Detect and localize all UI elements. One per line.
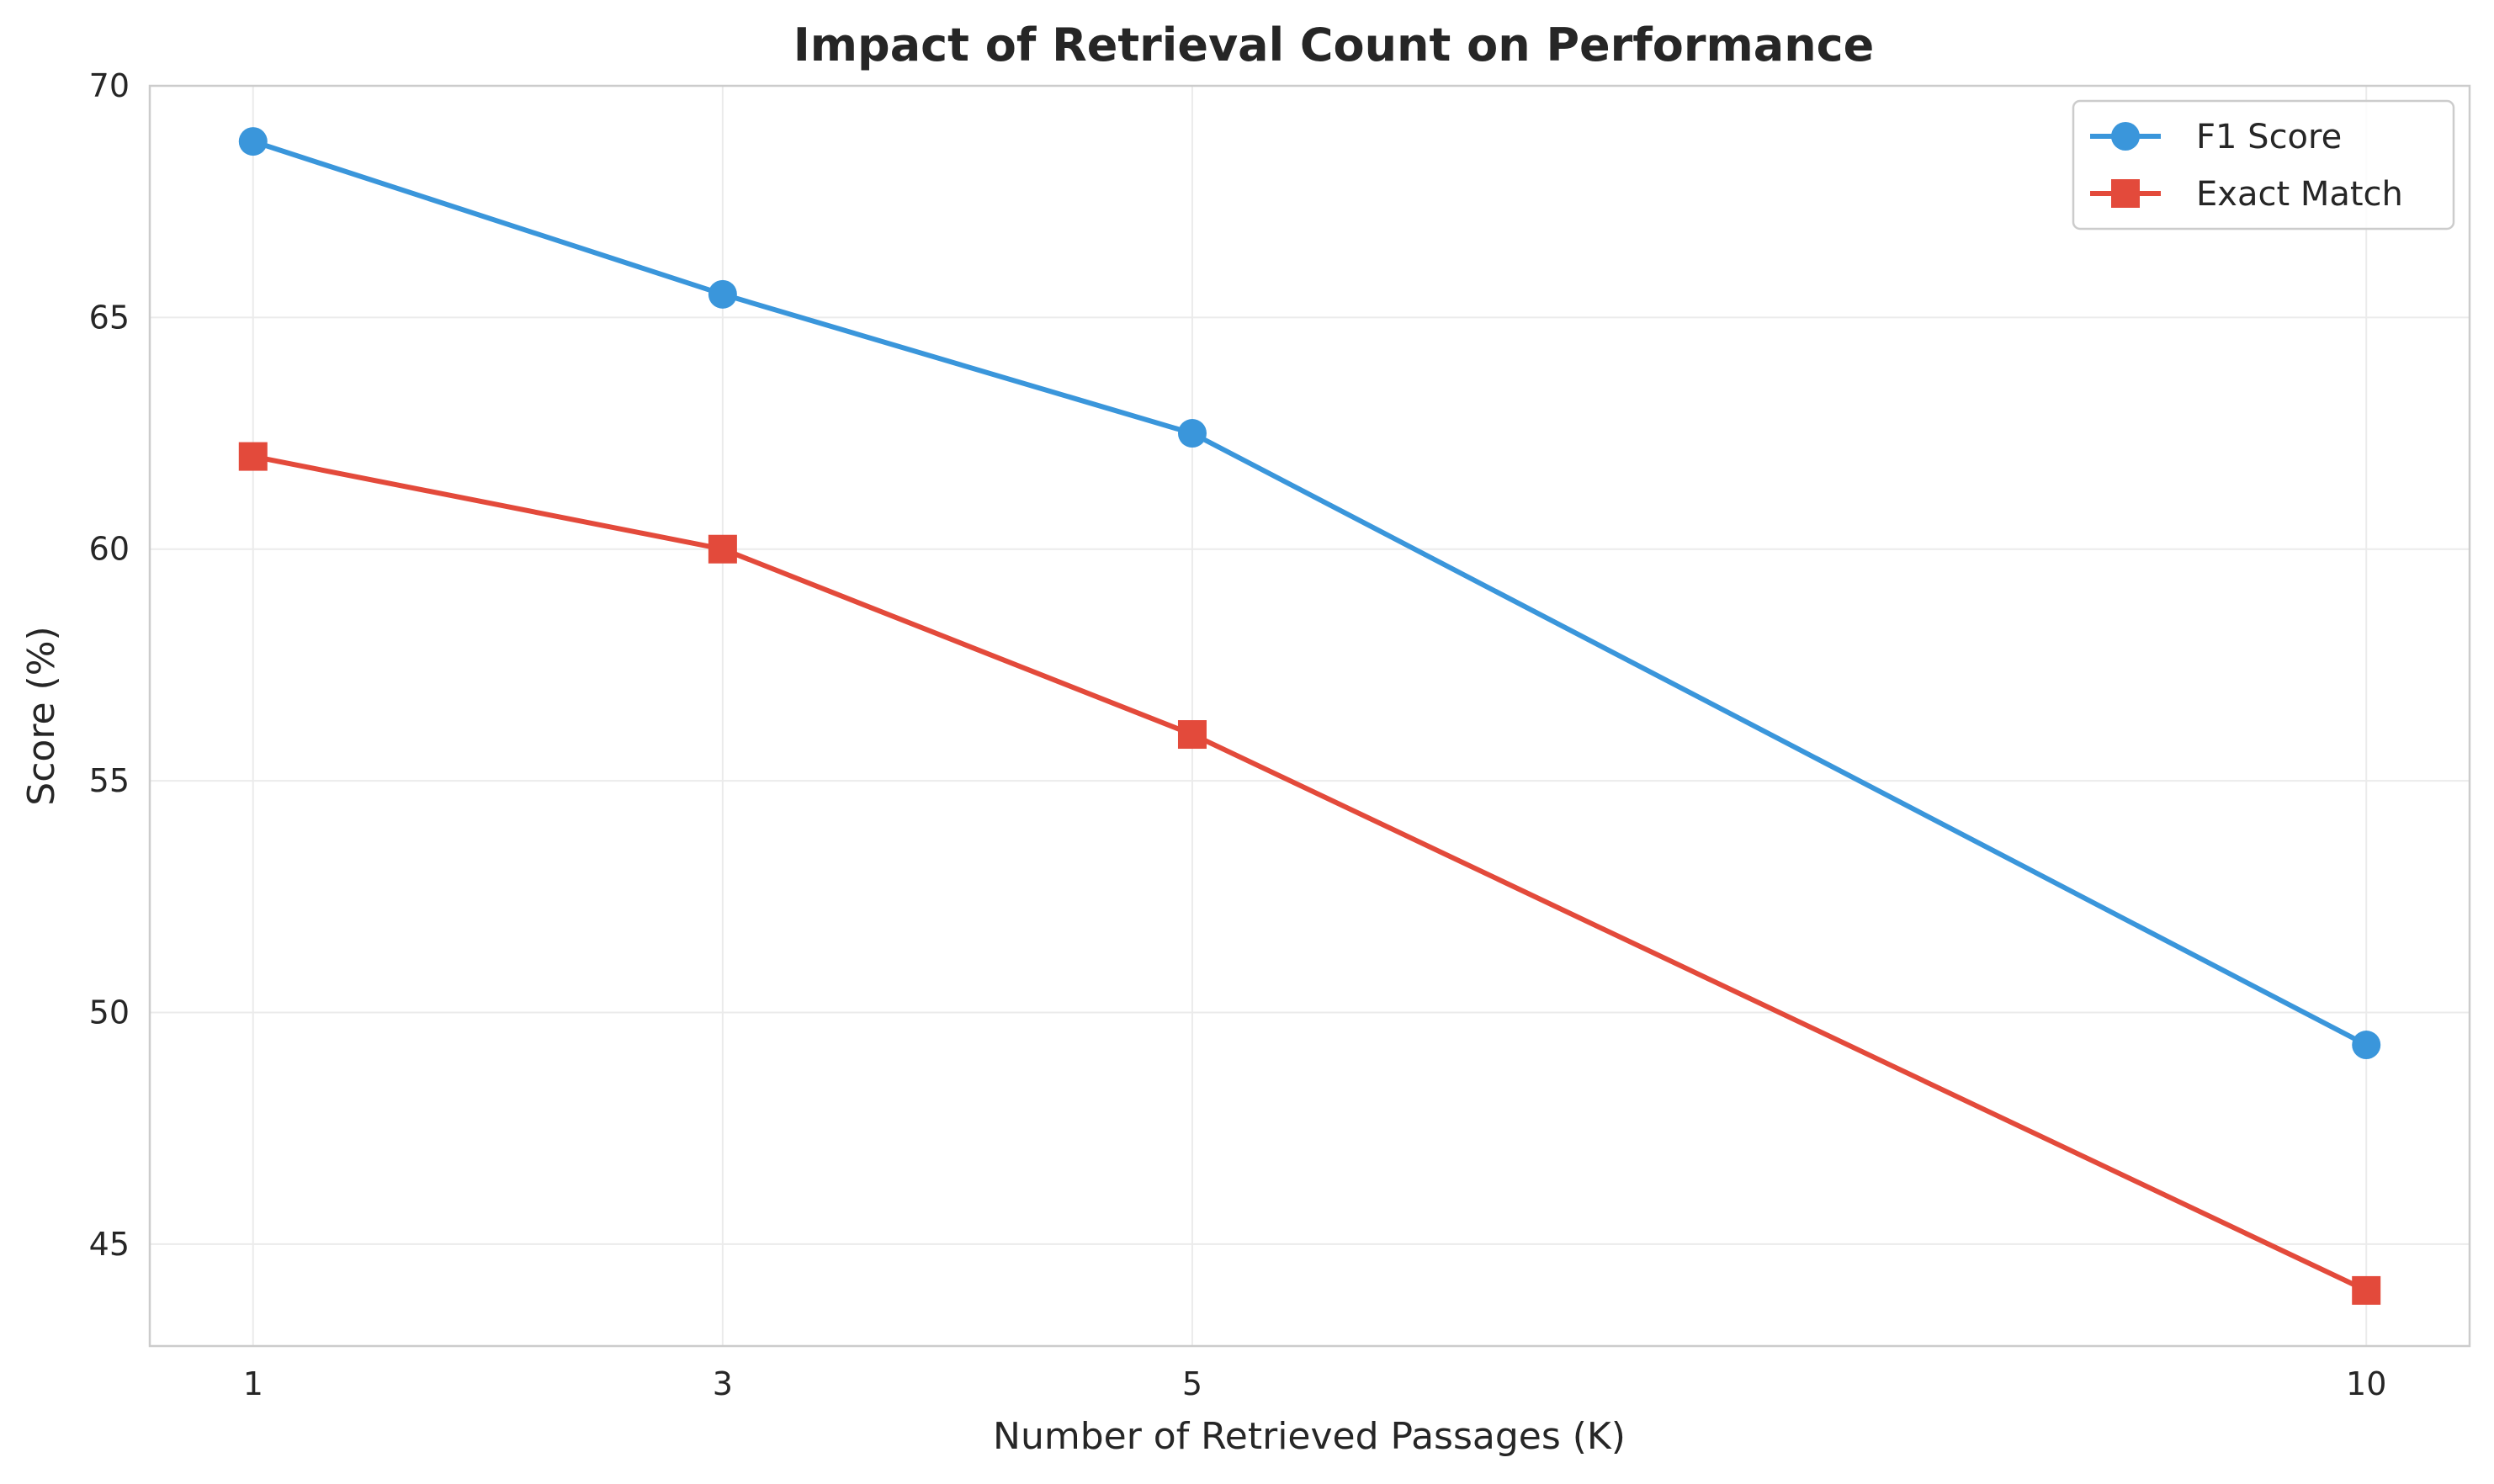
x-tick-label: 1 bbox=[243, 1365, 263, 1402]
series-line bbox=[252, 139, 2368, 1047]
series-f1-score bbox=[238, 127, 2381, 1060]
y-tick-label: 50 bbox=[89, 994, 130, 1031]
data-point bbox=[2352, 1031, 2381, 1060]
series-layer bbox=[238, 127, 2381, 1305]
legend-entry: F1 Score bbox=[2090, 118, 2342, 156]
data-point bbox=[708, 279, 737, 309]
series-exact-match bbox=[238, 442, 2381, 1305]
data-point bbox=[1177, 419, 1207, 448]
y-tick-label: 55 bbox=[89, 762, 130, 799]
data-point bbox=[2352, 1275, 2381, 1305]
y-tick-label: 45 bbox=[89, 1226, 130, 1263]
ticks: 1 3 5 10 45 50 55 60 65 70 bbox=[89, 67, 2387, 1402]
y-axis-title: Score (%) bbox=[20, 626, 63, 805]
legend-entry: Exact Match bbox=[2090, 175, 2403, 214]
data-point bbox=[238, 442, 268, 471]
legend-box bbox=[2072, 99, 2455, 231]
legend-marker bbox=[2111, 179, 2140, 208]
chart-title: Impact of Retrieval Count on Performance bbox=[793, 19, 1875, 72]
data-point bbox=[238, 127, 268, 156]
series-line bbox=[252, 453, 2368, 1293]
data-point bbox=[1177, 720, 1207, 750]
y-tick-label: 65 bbox=[89, 299, 130, 336]
legend-label: F1 Score bbox=[2196, 118, 2342, 156]
legend: F1 Score Exact Match bbox=[2072, 99, 2455, 231]
x-axis-title: Number of Retrieved Passages (K) bbox=[993, 1415, 1626, 1458]
y-tick-label: 60 bbox=[89, 531, 130, 568]
legend-label: Exact Match bbox=[2196, 175, 2403, 214]
grid bbox=[150, 85, 2470, 1346]
y-tick-label: 70 bbox=[89, 67, 130, 104]
legend-marker bbox=[2111, 122, 2140, 151]
data-point bbox=[708, 534, 737, 564]
x-tick-label: 10 bbox=[2346, 1365, 2386, 1402]
x-tick-label: 3 bbox=[713, 1365, 733, 1402]
plot-frame bbox=[148, 84, 2471, 1348]
x-tick-label: 5 bbox=[1182, 1365, 1202, 1402]
